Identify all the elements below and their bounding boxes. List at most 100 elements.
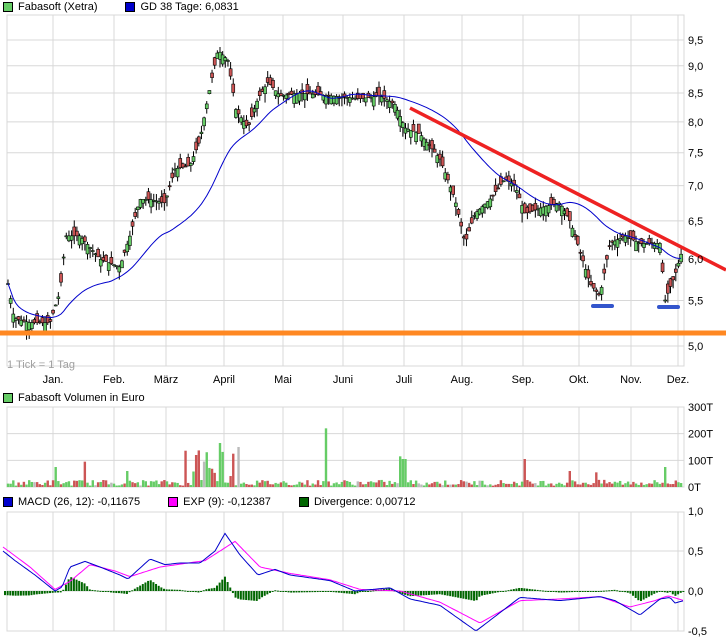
- divergence-bar: [576, 591, 579, 592]
- volume-bar: [589, 484, 593, 487]
- volume-bar: [192, 471, 195, 487]
- candle-down: [432, 148, 437, 153]
- volume-bar: [247, 484, 251, 487]
- candle-up: [91, 250, 95, 252]
- divergence-bar: [502, 591, 505, 592]
- candle-up: [408, 129, 413, 138]
- volume-bar: [377, 480, 381, 487]
- divergence-bar: [292, 591, 295, 593]
- month-label: Okt.: [569, 374, 589, 386]
- divergence-bar: [454, 591, 457, 598]
- legend-item-price: Fabasoft (Xetra): [3, 1, 97, 13]
- divergence-bar: [234, 591, 237, 598]
- volume-bar: [91, 480, 94, 487]
- candle-down: [59, 273, 63, 283]
- divergence-bar: [632, 591, 635, 596]
- divergence-bar: [33, 591, 36, 595]
- divergence-bar: [43, 591, 46, 594]
- divergence-bar: [433, 591, 436, 595]
- candle-up: [480, 206, 485, 214]
- price-tick-label: 6,5: [688, 216, 703, 228]
- legend-label-divergence: Divergence: 0,00712: [313, 496, 416, 508]
- divergence-bar: [269, 591, 271, 593]
- divergence-bar: [451, 591, 454, 597]
- candle-down: [194, 141, 198, 151]
- divergence-bar: [284, 591, 287, 592]
- divergence-bar: [679, 591, 682, 593]
- volume-bar: [367, 481, 370, 487]
- month-label: Aug.: [451, 374, 474, 386]
- divergence-bar: [49, 591, 52, 594]
- divergence-bar: [478, 591, 481, 597]
- volume-bar: [346, 480, 349, 487]
- volume-bar: [229, 476, 232, 487]
- divergence-bar: [152, 582, 155, 591]
- divergence-bar: [67, 579, 70, 591]
- candle-up: [488, 198, 493, 208]
- volume-bar: [489, 484, 492, 487]
- divergence-bar: [112, 591, 115, 593]
- exp-swatch-icon: [168, 497, 179, 507]
- divergence-bar: [348, 591, 351, 594]
- candle-up: [546, 205, 551, 214]
- volume-bar: [123, 483, 126, 487]
- volume-bar: [300, 482, 304, 487]
- volume-bar: [205, 452, 208, 487]
- divergence-bar: [499, 591, 502, 592]
- candle-down: [573, 234, 577, 237]
- candle-up: [387, 100, 392, 108]
- divergence-bar: [645, 591, 648, 599]
- volume-bar: [197, 450, 200, 487]
- divergence-bar: [194, 591, 197, 593]
- candle-up: [30, 322, 34, 330]
- divergence-bar: [276, 590, 279, 592]
- candle-down: [170, 172, 175, 179]
- volume-bar: [613, 481, 617, 487]
- divergence-bar: [208, 588, 211, 591]
- divergence-bar: [197, 591, 200, 593]
- candle-down: [446, 173, 450, 181]
- divergence-bar: [298, 591, 301, 593]
- volume-bar: [573, 481, 577, 487]
- volume-bar: [303, 484, 306, 487]
- volume-bar: [555, 483, 558, 487]
- volume-bar: [343, 480, 346, 487]
- volume-bar: [430, 483, 434, 487]
- divergence-bar: [271, 591, 274, 592]
- candle-up: [165, 195, 169, 198]
- volume-bar: [258, 482, 261, 487]
- volume-bar: [436, 481, 439, 487]
- divergence-bar: [186, 590, 189, 592]
- volume-bar: [96, 482, 100, 487]
- macd-tick-label: 0,0: [688, 586, 703, 598]
- divergence-bar: [340, 591, 343, 593]
- volume-bar: [391, 483, 394, 487]
- volume-bar: [253, 485, 256, 487]
- volume-bar: [266, 480, 269, 487]
- volume-bar: [510, 483, 513, 487]
- volume-bar: [234, 485, 238, 487]
- legend-item-macd: MACD (26, 12): -0,11675: [3, 496, 140, 508]
- candle-down: [650, 242, 654, 244]
- volume-bar: [88, 485, 92, 487]
- volume-bar: [250, 484, 253, 487]
- divergence-bar: [565, 591, 568, 593]
- divergence-bar: [242, 591, 245, 600]
- candle-up: [8, 298, 13, 304]
- macd-y-axis: 1,0 0,5 0,0 -0,5: [688, 506, 707, 638]
- candle-up: [88, 247, 92, 249]
- divergence-bar: [91, 589, 94, 591]
- divergence-bar: [261, 591, 264, 598]
- legend-label-exp: EXP (9): -0,12387: [183, 496, 271, 508]
- volume-bar: [523, 459, 526, 487]
- volume-bar: [547, 483, 550, 487]
- macd-frame: [6, 511, 685, 632]
- volume-bar: [467, 482, 471, 487]
- divergence-bar: [613, 589, 616, 591]
- price-legend: Fabasoft (Xetra) GD 38 Tage: 6,0831: [3, 0, 261, 14]
- volume-bar: [380, 479, 383, 487]
- divergence-bar: [531, 589, 534, 591]
- trendline-resistance: [409, 106, 726, 272]
- divergence-bar: [216, 585, 218, 591]
- divergence-bar: [290, 591, 293, 593]
